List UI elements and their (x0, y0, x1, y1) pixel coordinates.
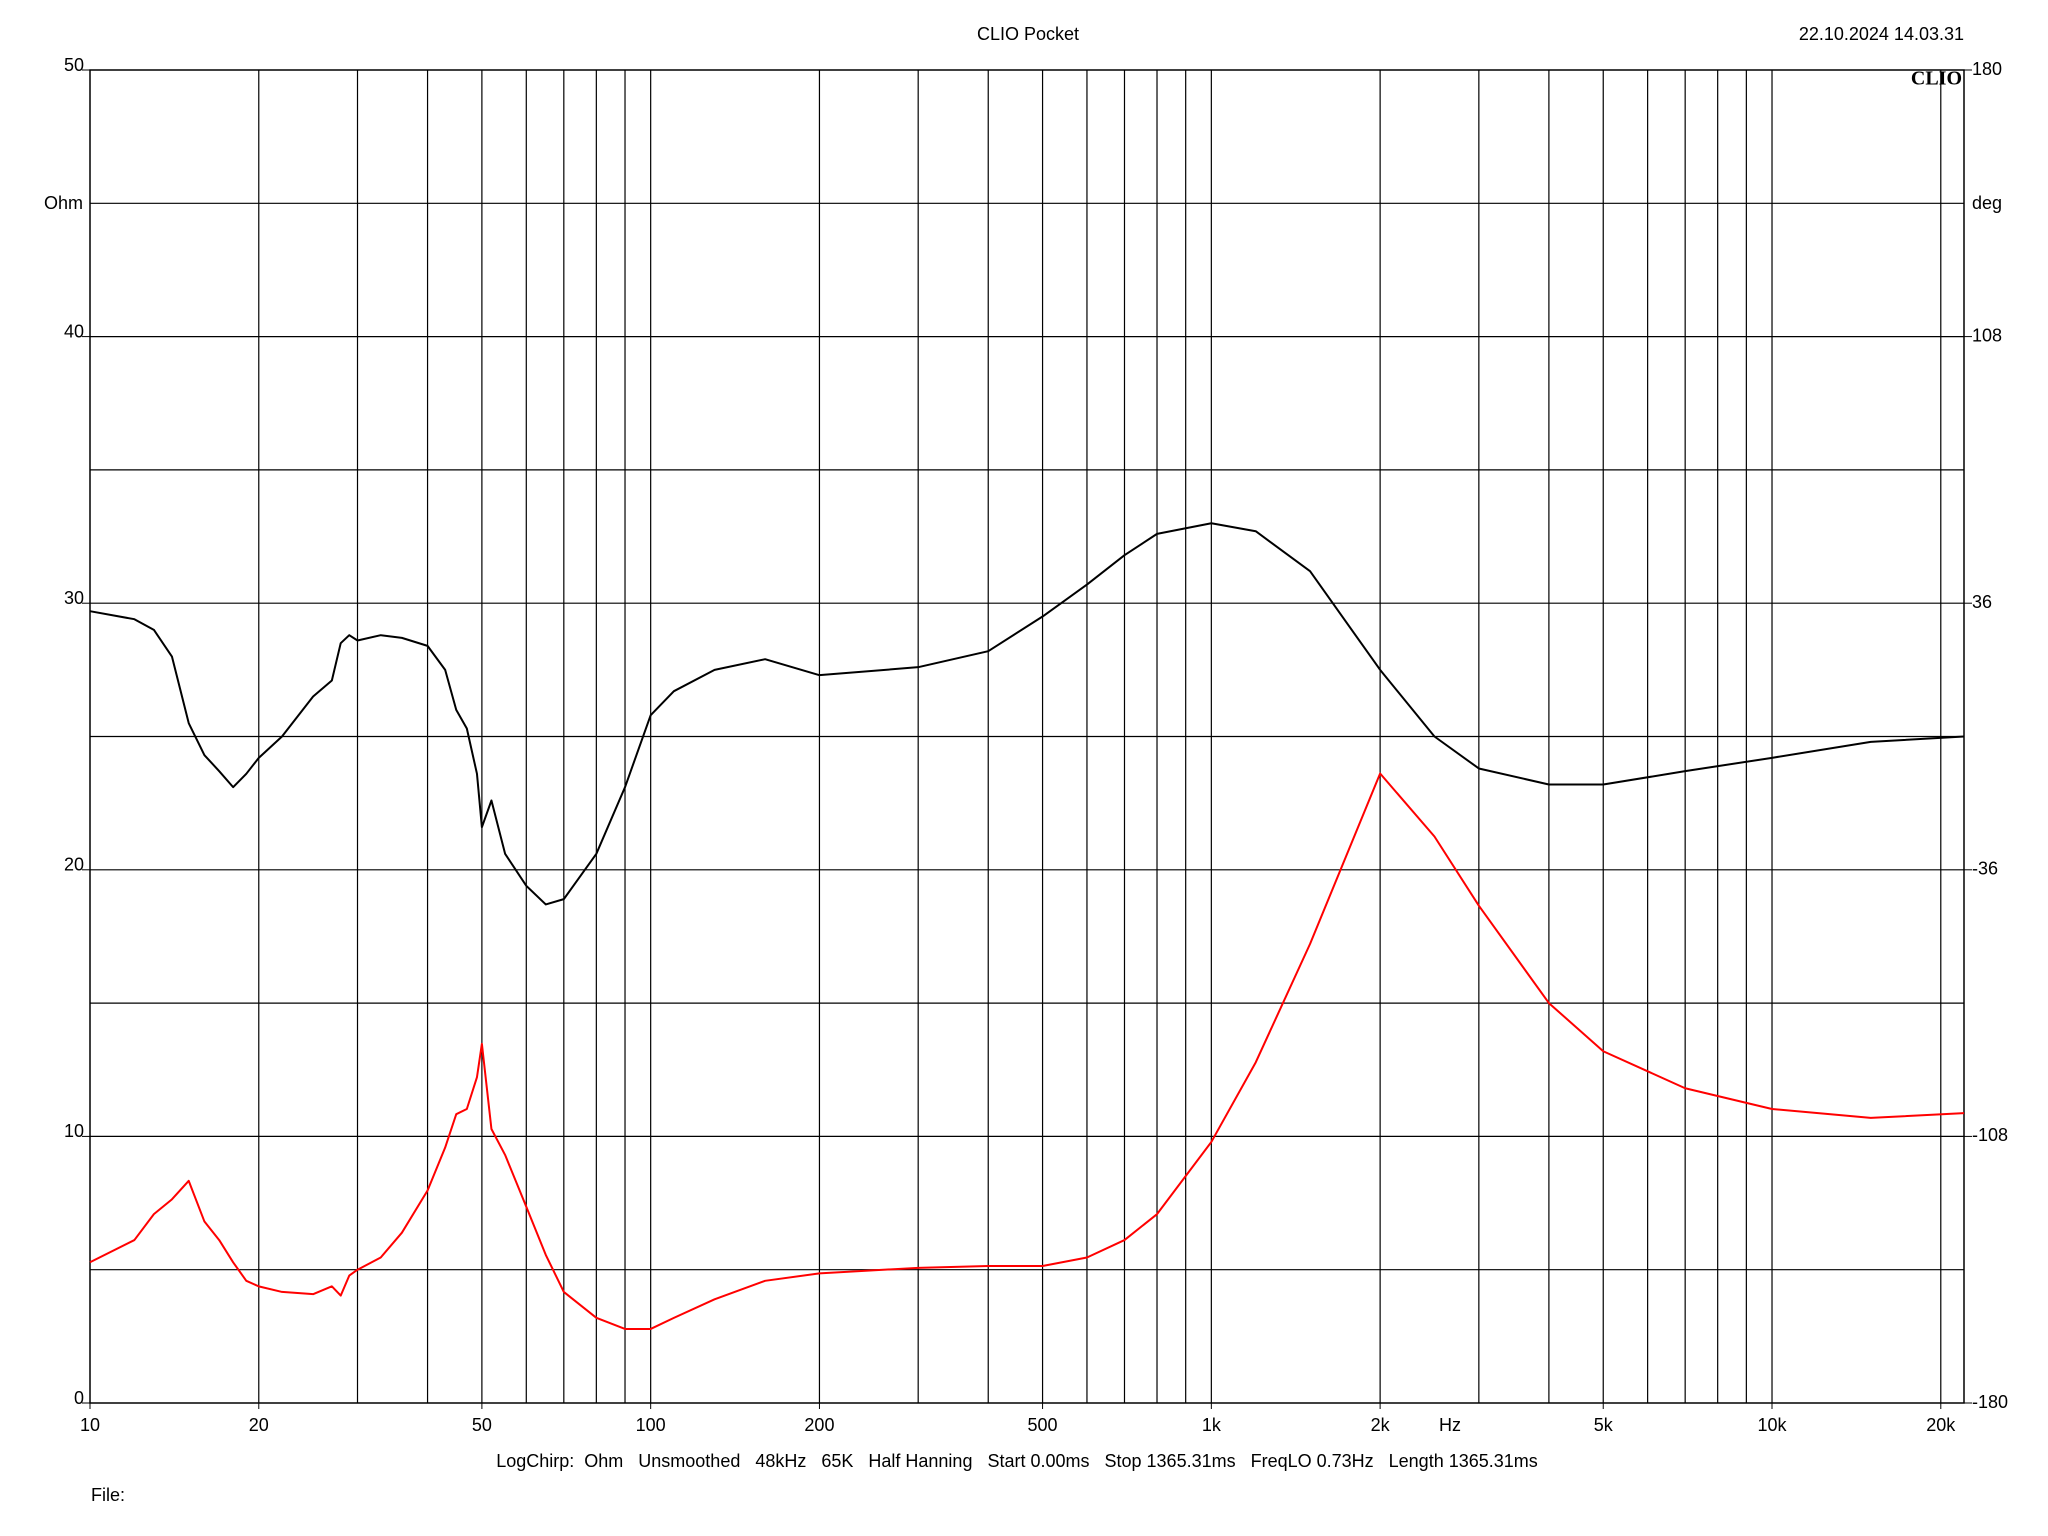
y-tick-label: 40 (64, 321, 84, 341)
y2-tick-label: -108 (1972, 1125, 2008, 1145)
y2-tick-label: -36 (1972, 859, 1998, 879)
x-tick-label: 10 (80, 1415, 100, 1435)
x-tick-label: 20k (1926, 1415, 1956, 1435)
x-tick-label: 50 (472, 1415, 492, 1435)
x-tick-label: 10k (1757, 1415, 1787, 1435)
y-tick-label: 10 (64, 1121, 84, 1141)
timestamp: 22.10.2024 14.03.31 (1799, 24, 1964, 44)
x-tick-label: 1k (1202, 1415, 1222, 1435)
y-tick-label: 30 (64, 588, 84, 608)
x-tick-label: 20 (249, 1415, 269, 1435)
y2-tick-label: 108 (1972, 325, 2002, 345)
y-tick-label: 20 (64, 855, 84, 875)
logo: CLIO (1911, 68, 1962, 90)
y2-axis-label: deg (1972, 193, 2002, 213)
y2-tick-label: -180 (1972, 1392, 2008, 1412)
data-line (89, 522, 1965, 906)
x-axis-label: Hz (1439, 1415, 1461, 1435)
x-tick-label: 200 (804, 1415, 834, 1435)
y-tick-label: 50 (64, 55, 84, 75)
y2-tick-label: 180 (1972, 59, 2002, 79)
y-axis-label: Ohm (44, 193, 83, 213)
x-tick-label: 5k (1594, 1415, 1614, 1435)
y2-tick-label: 36 (1972, 592, 1992, 612)
x-tick-label: 2k (1371, 1415, 1391, 1435)
chart-title: CLIO Pocket (977, 24, 1079, 44)
x-tick-label: 500 (1028, 1415, 1058, 1435)
measurement-settings: LogChirp: Ohm Unsmoothed 48kHz 65K Half … (496, 1451, 1538, 1471)
x-tick-label: 100 (636, 1415, 666, 1435)
y-tick-label: 0 (74, 1388, 84, 1408)
data-line (89, 772, 1965, 1330)
file-label: File: (91, 1485, 125, 1505)
